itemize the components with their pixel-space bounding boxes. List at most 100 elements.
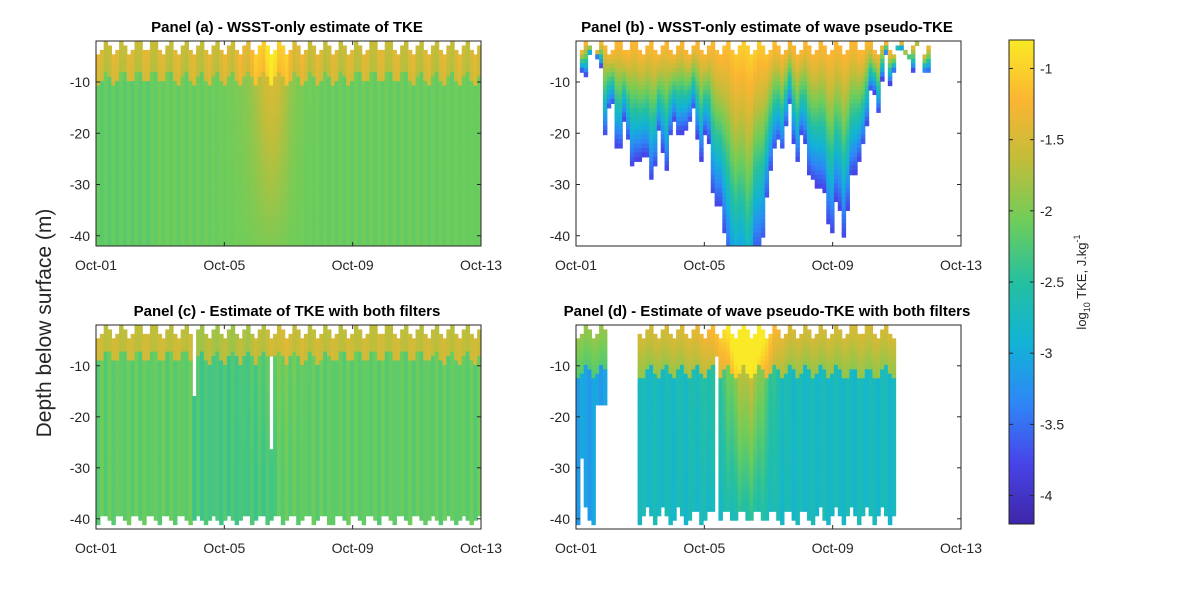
heatmap-cell [599, 50, 603, 55]
heatmap-cell [181, 94, 185, 99]
heatmap-cell [181, 121, 185, 126]
heatmap-cell [196, 179, 200, 184]
heatmap-cell [119, 72, 123, 77]
heatmap-cell [165, 219, 169, 224]
heatmap-cell [227, 175, 231, 180]
heatmap-cell [419, 161, 423, 166]
heatmap-cell [684, 103, 688, 108]
heatmap-cell [304, 184, 308, 189]
heatmap-cell [358, 99, 362, 104]
heatmap-cell [235, 210, 239, 215]
heatmap-cell [319, 157, 323, 162]
heatmap-cell [331, 112, 335, 117]
heatmap-cell [615, 50, 619, 55]
heatmap-cell [412, 157, 416, 162]
heatmap-cell [104, 228, 108, 233]
heatmap-cell [676, 99, 680, 104]
heatmap-cell [246, 184, 250, 189]
heatmap-cell [369, 112, 373, 117]
heatmap-cell [277, 86, 281, 91]
heatmap-cell [231, 175, 235, 180]
heatmap-cell [342, 94, 346, 99]
heatmap-cell [435, 68, 439, 73]
heatmap-cell [115, 54, 119, 59]
heatmap-cell [215, 175, 219, 180]
heatmap-cell [346, 130, 350, 135]
heatmap-cell [135, 148, 139, 153]
heatmap-cell [634, 81, 638, 86]
heatmap-cell [466, 206, 470, 211]
heatmap-cell [277, 184, 281, 189]
panel-a-field [96, 41, 482, 247]
heatmap-cell [381, 59, 385, 64]
heatmap-cell [208, 121, 212, 126]
heatmap-cell [127, 148, 131, 153]
heatmap-cell [331, 139, 335, 144]
heatmap-cell [466, 108, 470, 113]
heatmap-cell [462, 72, 466, 77]
heatmap-cell [412, 135, 416, 140]
heatmap-cell [289, 166, 293, 171]
heatmap-cell [396, 215, 400, 220]
heatmap-cell [312, 179, 316, 184]
heatmap-cell [431, 99, 435, 104]
heatmap-cell [296, 54, 300, 59]
heatmap-cell [300, 197, 304, 202]
heatmap-cell [381, 81, 385, 86]
heatmap-cell [369, 63, 373, 68]
heatmap-cell [649, 130, 653, 135]
heatmap-cell [200, 224, 204, 229]
heatmap-cell [269, 166, 273, 171]
heatmap-cell [400, 228, 404, 233]
heatmap-cell [369, 224, 373, 229]
heatmap-cell [185, 86, 189, 91]
heatmap-cell [308, 126, 312, 131]
heatmap-cell [665, 63, 669, 68]
heatmap-cell [181, 59, 185, 64]
heatmap-cell [458, 161, 462, 166]
heatmap-cell [416, 135, 420, 140]
heatmap-cell [607, 59, 611, 64]
heatmap-cell [142, 117, 146, 122]
heatmap-cell [304, 139, 308, 144]
heatmap-cell [634, 108, 638, 113]
heatmap-cell [161, 224, 165, 229]
heatmap-cell [339, 157, 343, 162]
heatmap-cell [323, 215, 327, 220]
heatmap-cell [354, 152, 358, 157]
heatmap-cell [104, 193, 108, 198]
heatmap-cell [108, 103, 112, 108]
heatmap-cell [204, 103, 208, 108]
heatmap-cell [150, 179, 154, 184]
heatmap-cell [173, 193, 177, 198]
heatmap-cell [323, 166, 327, 171]
heatmap-cell [196, 193, 200, 198]
heatmap-cell [626, 63, 630, 68]
heatmap-cell [404, 179, 408, 184]
heatmap-cell [285, 90, 289, 95]
heatmap-cell [96, 215, 100, 220]
heatmap-cell [676, 103, 680, 108]
heatmap-cell [416, 50, 420, 55]
heatmap-cell [142, 72, 146, 77]
heatmap-cell [327, 108, 331, 113]
heatmap-cell [204, 184, 208, 189]
heatmap-cell [657, 63, 661, 68]
heatmap-cell [169, 157, 173, 162]
heatmap-cell [323, 81, 327, 86]
heatmap-cell [204, 197, 208, 202]
heatmap-cell [185, 237, 189, 242]
heatmap-cell [661, 50, 665, 55]
heatmap-cell [466, 237, 470, 242]
heatmap-cell [246, 59, 250, 64]
heatmap-cell [331, 126, 335, 131]
heatmap-cell [235, 144, 239, 149]
heatmap-cell [626, 135, 630, 140]
heatmap-cell [473, 103, 477, 108]
heatmap-cell [630, 130, 634, 135]
heatmap-cell [377, 99, 381, 104]
heatmap-cell [204, 77, 208, 82]
heatmap-cell [185, 108, 189, 113]
heatmap-cell [431, 148, 435, 153]
heatmap-cell [246, 54, 250, 59]
